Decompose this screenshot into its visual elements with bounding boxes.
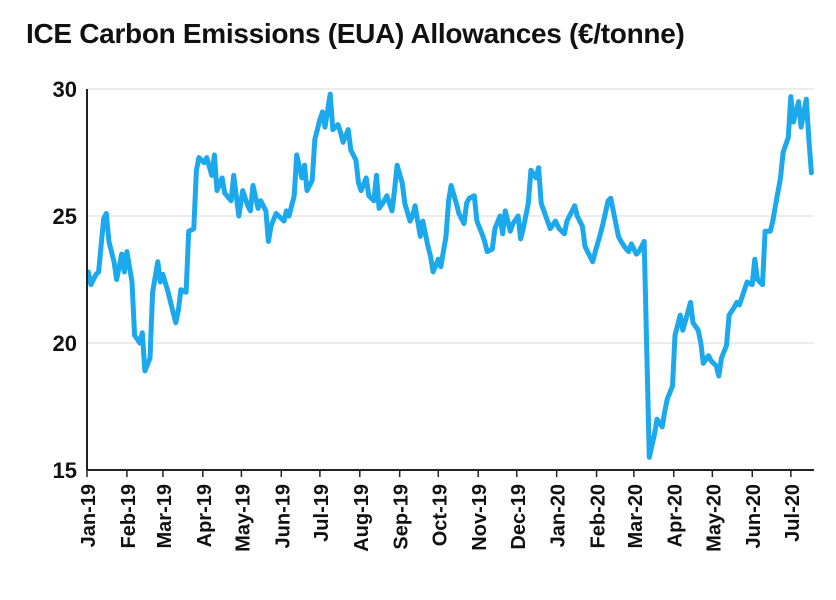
x-tick-label: Nov-19 [469, 484, 491, 551]
y-tick-label: 20 [53, 331, 77, 356]
x-tick-label: Feb-20 [588, 484, 610, 548]
x-axis-ticks: Jan-19 Feb-19 Mar-19 Apr-19 May-19 Jun-19 Jul-… [78, 470, 804, 552]
x-tick-label: May-19 [232, 484, 254, 552]
x-tick-label: Aug-19 [351, 484, 373, 552]
y-tick-label: 25 [53, 204, 77, 229]
x-tick-label: Jul-20 [782, 484, 804, 542]
x-tick-label: Apr-20 [665, 484, 687, 547]
x-tick-label: Sep-19 [391, 484, 413, 550]
series-layer [85, 91, 814, 460]
x-tick-label: May-20 [703, 484, 725, 552]
x-tick-label: Feb-19 [118, 484, 140, 548]
x-tick-label: Jun-19 [272, 484, 294, 548]
x-tick-label: Jun-20 [743, 484, 765, 548]
y-tick-label: 15 [53, 458, 77, 483]
chart-title: ICE Carbon Emissions (EUA) Allowances (€… [26, 18, 685, 49]
y-axis-ticks: 15 20 25 30 [53, 77, 77, 483]
x-tick-label: Apr-19 [194, 484, 216, 547]
y-tick-label: 30 [53, 77, 77, 102]
x-tick-label: Dec-19 [508, 484, 530, 550]
x-tick-label: Oct-19 [429, 484, 451, 546]
x-tick-label: Mar-19 [154, 484, 176, 548]
gridlines [87, 88, 814, 471]
x-tick-label: Mar-20 [625, 484, 647, 548]
x-tick-label: Jan-19 [78, 484, 100, 547]
x-tick-label: Jul-19 [311, 484, 333, 542]
series-line [85, 91, 814, 460]
x-tick-label: Jan-20 [548, 484, 570, 547]
